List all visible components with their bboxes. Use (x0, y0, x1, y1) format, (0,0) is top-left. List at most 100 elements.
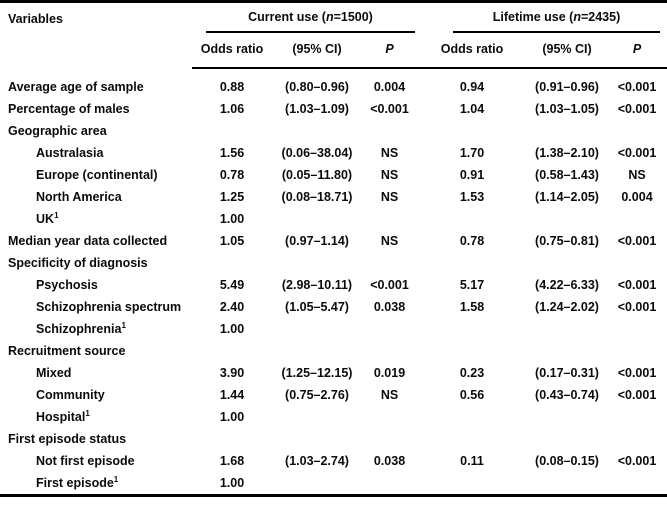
odds-ratio-current-cell: 0.78 (219, 168, 245, 182)
group-header-row: Variables Current use (n=1500) Lifetime … (0, 2, 667, 33)
ci-lifetime-cell: (1.14–2.05) (535, 190, 599, 204)
p-lifetime-cell (607, 318, 667, 340)
p-lifetime-cell: <0.001 (617, 102, 657, 116)
current-use-group-label: Current use (n=1500) (206, 10, 415, 33)
n-italic: n (573, 10, 581, 24)
section-row: Recruitment source (0, 340, 667, 362)
row-label: Schizophrenia spectrum (0, 296, 192, 318)
empty-cell (192, 340, 272, 362)
n-italic: n (325, 10, 334, 24)
table-row: Not first episode 1.68 (1.03–2.74) 0.038… (0, 450, 667, 472)
ci-lifetime-cell: (0.91–0.96) (535, 80, 599, 94)
odds-ratio-current-cell: 1.25 (219, 190, 245, 204)
ci-lifetime-cell: (0.08–0.15) (535, 454, 599, 468)
row-label-text: First episode (36, 476, 114, 490)
empty-cell (607, 120, 667, 142)
empty-cell (192, 428, 272, 450)
p-lifetime-cell (607, 208, 667, 230)
odds-ratio-current-cell: 1.00 (219, 476, 245, 490)
odds-ratio-current-cell: 3.90 (219, 366, 245, 380)
row-label: Median year data collected (0, 230, 192, 252)
odds-ratio-lifetime-cell: 0.94 (459, 80, 485, 94)
empty-cell (527, 252, 607, 274)
row-label-text: Australasia (36, 146, 104, 160)
odds-ratio-lifetime-cell: 1.58 (459, 300, 485, 314)
ci-lifetime-cell: (1.03–1.05) (535, 102, 599, 116)
p-current-cell (362, 208, 417, 230)
row-label-text: North America (36, 190, 122, 204)
table-row: Median year data collected 1.05 (0.97–1.… (0, 230, 667, 252)
ci-current-cell: (1.03–2.74) (285, 454, 349, 468)
empty-cell (272, 252, 362, 274)
odds-ratio-current-cell: 5.49 (219, 278, 245, 292)
odds-ratio-lifetime-cell (417, 472, 527, 496)
group-label-text: Lifetime use ( (492, 10, 574, 24)
empty-cell (362, 428, 417, 450)
row-label-text: Percentage of males (8, 102, 130, 116)
row-label: Average age of sample (0, 68, 192, 98)
row-label: Mixed (0, 362, 192, 384)
row-label: Psychosis (0, 274, 192, 296)
p-current-cell: 0.038 (373, 454, 406, 468)
row-label: North America (0, 186, 192, 208)
p-lifetime-cell: 0.004 (621, 190, 653, 204)
odds-ratio-lifetime-cell: 0.56 (459, 388, 485, 402)
table-row: Australasia 1.56 (0.06–38.04) NS 1.70 (1… (0, 142, 667, 164)
empty-cell (417, 428, 527, 450)
row-label: First episode1 (0, 472, 192, 496)
group-label-text: =1500) (333, 10, 373, 24)
odds-ratio-current-cell: 0.88 (219, 80, 245, 94)
footnote-marker: 1 (113, 474, 119, 484)
ci-current-cell: (0.80–0.96) (285, 80, 349, 94)
ci-current-cell: (1.05–5.47) (285, 300, 349, 314)
table-row: Percentage of males 1.06 (1.03–1.09) <0.… (0, 98, 667, 120)
footnote-marker: 1 (85, 408, 90, 418)
row-label: Percentage of males (0, 98, 192, 120)
odds-ratio-lifetime-cell: 0.11 (460, 454, 484, 468)
ci-current-cell (272, 208, 362, 230)
odds-ratio-lifetime-cell: 1.70 (459, 146, 485, 160)
row-label-text: Psychosis (36, 278, 98, 292)
row-label: Community (0, 384, 192, 406)
row-label-text: Hospital (36, 410, 86, 424)
odds-ratio-lifetime-cell: 0.23 (459, 366, 485, 380)
odds-ratio-lifetime-cell (417, 318, 527, 340)
empty-cell (192, 252, 272, 274)
table-body: Average age of sample 0.88 (0.80–0.96) 0… (0, 68, 667, 496)
empty-cell (607, 428, 667, 450)
odds-ratio-current-cell: 1.68 (219, 454, 245, 468)
empty-cell (417, 120, 527, 142)
table-row: Schizophrenia spectrum 2.40 (1.05–5.47) … (0, 296, 667, 318)
p-current-cell: NS (380, 168, 399, 182)
current-use-group-header: Current use (n=1500) (192, 2, 417, 33)
p-current-cell: NS (380, 190, 399, 204)
group-label-text: Current use ( (248, 10, 326, 24)
ci-lifetime-cell: (0.17–0.31) (535, 366, 599, 380)
section-label: Geographic area (0, 120, 192, 142)
p-lifetime-cell: <0.001 (617, 278, 657, 292)
p-lifetime-cell (607, 406, 667, 428)
row-label-text: Mixed (36, 366, 72, 380)
odds-ratio-lifetime-cell: 5.17 (459, 278, 485, 292)
odds-ratio-current-cell: 1.06 (219, 102, 245, 116)
ci-lifetime-cell: (0.75–0.81) (535, 234, 599, 248)
odds-ratio-current-cell: 1.56 (219, 146, 245, 160)
odds-ratio-current-cell: 1.05 (219, 234, 245, 248)
ci-header-current: (95% CI) (272, 33, 362, 69)
p-lifetime-cell: NS (628, 168, 646, 182)
empty-cell (527, 428, 607, 450)
table-row: North America 1.25 (0.08–18.71) NS 1.53 … (0, 186, 667, 208)
ci-current-cell: (1.03–1.09) (285, 102, 349, 116)
table-row: Community 1.44 (0.75–2.76) NS 0.56 (0.43… (0, 384, 667, 406)
table-row: Hospital1 1.00 (0, 406, 667, 428)
section-row: First episode status (0, 428, 667, 450)
p-current-cell: 0.004 (373, 80, 406, 94)
p-current-cell: NS (380, 388, 399, 402)
table-row: Europe (continental) 0.78 (0.05–11.80) N… (0, 164, 667, 186)
footnote-marker: 1 (121, 320, 126, 330)
p-header-lifetime: P (607, 33, 667, 69)
sub-header-row: Odds ratio (95% CI) P Odds ratio (95% CI… (0, 33, 667, 69)
row-label: UK1 (0, 208, 192, 230)
p-current-cell (362, 472, 417, 496)
ci-current-cell: (0.97–1.14) (285, 234, 349, 248)
